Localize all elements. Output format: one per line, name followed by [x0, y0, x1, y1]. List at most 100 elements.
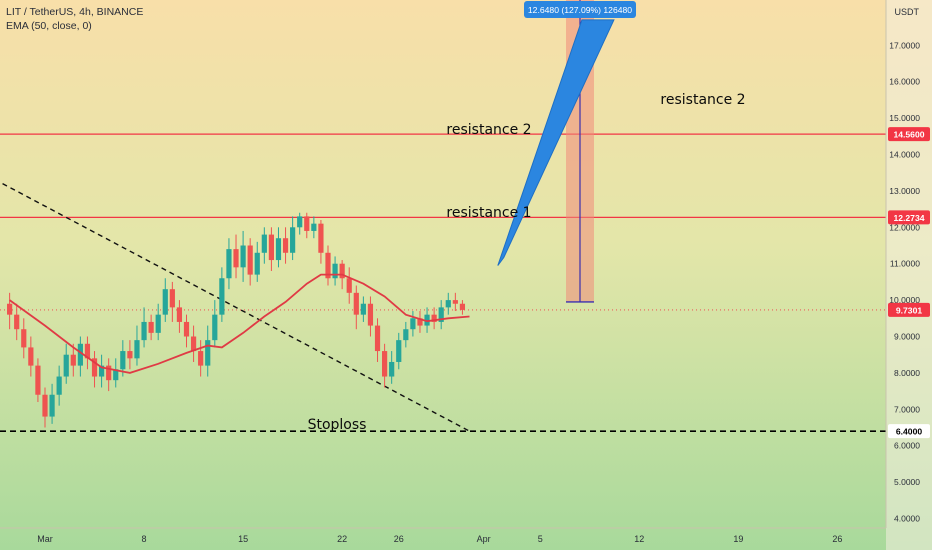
candle-body: [417, 318, 423, 326]
projection-arrow: [497, 19, 615, 266]
y-tick-label: 4.0000: [894, 514, 920, 524]
annotation-resistance-1: resistance 1: [446, 205, 531, 221]
y-tick-label: 7.0000: [894, 404, 920, 414]
candle-body: [268, 234, 274, 261]
candle-body: [346, 278, 352, 293]
x-tick-label: 12: [634, 534, 644, 544]
candle-body: [120, 351, 126, 370]
trendline: [2, 183, 470, 432]
y-tick-label: 17.0000: [889, 40, 920, 50]
annotations: resistance 2 resistance 2 resistance 1 Stop…: [308, 92, 746, 433]
candle-body: [148, 321, 154, 333]
candle-body: [28, 347, 34, 366]
level-price-tag-bg: [888, 210, 930, 225]
candle-body: [318, 223, 324, 253]
annotation-stoploss: Stoploss: [308, 417, 367, 433]
x-tick-label: Mar: [37, 534, 53, 544]
candle-body: [205, 340, 211, 366]
chart-legend: LIT / TetherUS, 4h, BINANCE EMA (50, clo…: [6, 5, 143, 33]
candle-body: [325, 252, 331, 279]
candle-body: [77, 343, 83, 366]
candle-body: [431, 314, 437, 322]
y-tick-label: 10.0000: [889, 295, 920, 305]
candle-body: [445, 300, 451, 308]
candle-body: [162, 289, 168, 315]
x-tick-label: 22: [337, 534, 347, 544]
level-price-tag-bg: [888, 127, 930, 142]
ema-layer: [9, 273, 470, 374]
y-tick-label: 9.0000: [894, 332, 920, 342]
y-tick-label: 16.0000: [889, 77, 920, 87]
candle-body: [382, 351, 388, 377]
candle-body: [141, 321, 147, 341]
candle-body: [410, 318, 416, 330]
candle-body: [226, 249, 232, 279]
candle-body: [459, 303, 466, 310]
candle-body: [176, 307, 183, 322]
candle-body: [169, 289, 175, 308]
candle-body: [247, 245, 253, 275]
candle-body: [219, 278, 225, 315]
level-price-tag-bg: [888, 424, 930, 439]
candle-body: [14, 314, 20, 330]
candle-body: [7, 303, 13, 315]
ema-line: [9, 273, 470, 374]
candle-body: [261, 234, 267, 253]
candle-body: [254, 252, 260, 275]
level-price-tag: 14.5600: [893, 130, 924, 140]
indicator-title[interactable]: EMA (50, close, 0): [6, 20, 92, 32]
y-axis[interactable]: USDT17.000016.000015.000014.000013.00001…: [885, 0, 932, 550]
x-tick-label: 5: [538, 534, 543, 544]
symbol-title[interactable]: LIT / TetherUS, 4h, BINANCE: [6, 6, 144, 18]
candle-body: [367, 303, 374, 326]
currency-label: USDT: [895, 7, 920, 17]
projection: 12.6480 (127.09%) 126480: [497, 0, 636, 303]
candle-body: [403, 329, 409, 341]
candle-body: [353, 292, 359, 315]
candle-body: [134, 340, 140, 359]
candle-body: [396, 340, 402, 362]
y-tick-label: 12.0000: [889, 222, 920, 232]
y-tick-label: 11.0000: [890, 259, 920, 269]
level-price-tag: 6.4000: [896, 427, 923, 437]
candle-body: [42, 394, 48, 417]
candle-body: [339, 263, 345, 279]
candle-body: [304, 216, 310, 231]
x-tick-label: 26: [832, 534, 842, 544]
x-tick-label: 26: [394, 534, 404, 544]
candle-body: [233, 249, 239, 268]
horizontal-levels: [0, 133, 886, 432]
candle-body: [155, 314, 161, 333]
candle-body: [70, 354, 76, 366]
candle-body: [91, 358, 98, 377]
candle-body: [240, 245, 246, 268]
x-axis[interactable]: Mar 8 15 22 26 Apr 5 12 19 26: [0, 527, 886, 544]
y-tick-label: 15.0000: [889, 113, 920, 123]
candle-body: [198, 351, 204, 366]
y-tick-label: 8.0000: [894, 368, 920, 378]
candle-body: [63, 354, 69, 377]
candle-body: [106, 365, 112, 381]
projection-label-bg: [524, 1, 636, 18]
candle-body: [99, 365, 105, 377]
annotation-resistance-2-right: resistance 2: [660, 92, 745, 108]
candle-body: [35, 365, 41, 395]
x-tick-label: 19: [733, 534, 743, 544]
candle-body: [275, 238, 282, 261]
candle-body: [438, 307, 444, 322]
candle-body: [21, 329, 27, 348]
candle-body: [424, 314, 430, 326]
candle-body: [127, 351, 133, 359]
x-tick-label: Apr: [477, 534, 491, 544]
y-tick-label: 13.0000: [889, 186, 920, 196]
candle-body: [113, 369, 119, 381]
y-axis-panel: [886, 0, 932, 550]
dashed-trendline: [2, 183, 470, 432]
y-tick-label: 5.0000: [894, 477, 920, 487]
y-tick-label: 6.0000: [894, 441, 920, 451]
candle-body: [56, 376, 62, 395]
annotation-resistance-2: resistance 2: [446, 122, 531, 138]
